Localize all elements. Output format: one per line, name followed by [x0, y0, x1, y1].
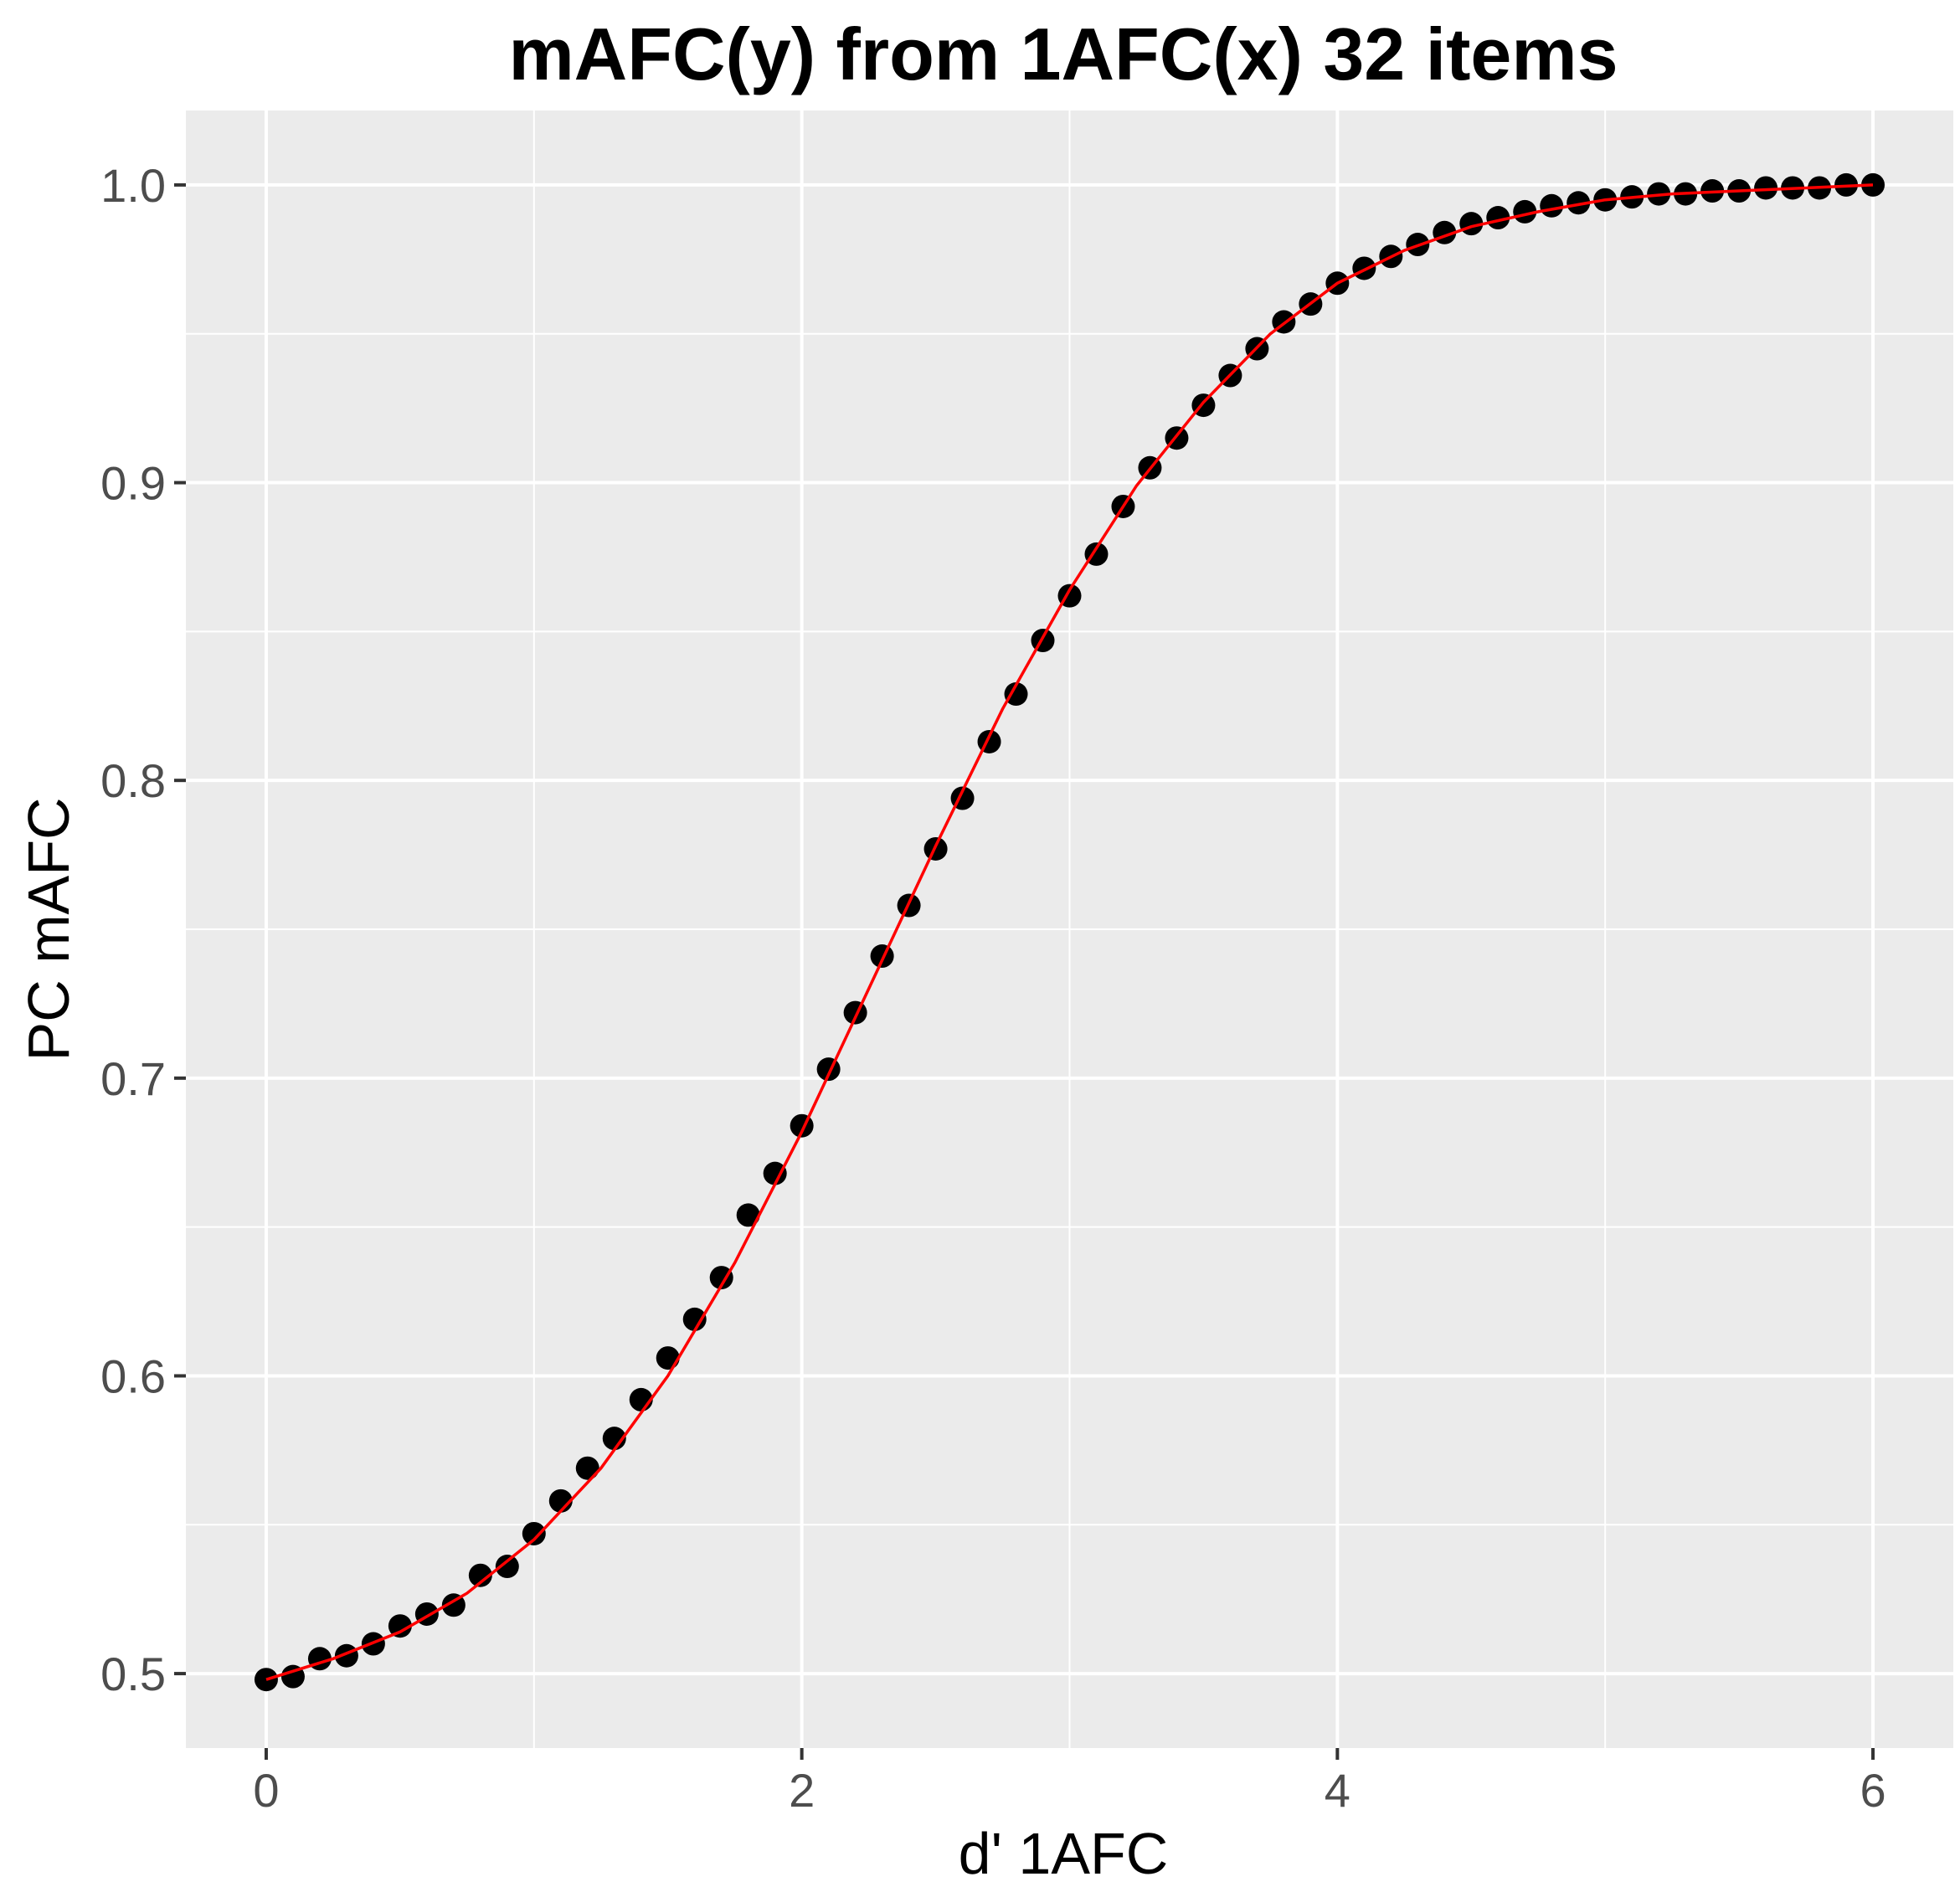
- data-point: [522, 1521, 546, 1545]
- data-point: [468, 1563, 492, 1587]
- y-tick-label: 1.0: [100, 159, 166, 212]
- data-point: [602, 1427, 626, 1451]
- y-tick-label: 0.8: [100, 754, 166, 807]
- data-point: [870, 944, 894, 969]
- y-tick-label: 0.7: [100, 1052, 166, 1105]
- data-point: [656, 1346, 680, 1370]
- y-tick-label: 0.9: [100, 457, 166, 510]
- data-point: [1861, 172, 1885, 197]
- x-tick-label: 2: [789, 1764, 815, 1817]
- y-tick-label: 0.6: [100, 1350, 166, 1402]
- axis-ticks: 0 2 4 6 0.5 0.6 0.7 0.8 0.9 1.0: [100, 159, 1885, 1817]
- data-point: [575, 1456, 599, 1480]
- data-point: [709, 1266, 733, 1290]
- chart-title: mAFC(y) from 1AFC(x) 32 items: [508, 13, 1618, 95]
- data-point: [843, 1000, 867, 1025]
- x-axis-title: d' 1AFC: [959, 1821, 1169, 1886]
- data-point: [1540, 193, 1564, 218]
- data-point: [1352, 256, 1376, 280]
- fit-line: [265, 183, 1874, 1681]
- data-point: [1004, 682, 1028, 707]
- data-point: [763, 1161, 787, 1185]
- data-point: [1754, 176, 1778, 200]
- x-tick-label: 0: [253, 1764, 279, 1817]
- data-point: [682, 1307, 707, 1331]
- x-tick-label: 4: [1325, 1764, 1350, 1817]
- data-point: [495, 1555, 519, 1579]
- y-axis-title: PC mAFC: [16, 798, 81, 1062]
- data-point: [388, 1614, 412, 1638]
- fit-line-layer: [265, 183, 1874, 1681]
- data-point: [1486, 206, 1510, 230]
- data-point: [254, 1668, 278, 1692]
- grid-lines: [186, 111, 1953, 1748]
- data-point: [1566, 191, 1591, 215]
- data-point: [1031, 629, 1055, 653]
- data-point: [1513, 199, 1537, 224]
- y-tick-label: 0.5: [100, 1648, 166, 1700]
- x-tick-label: 6: [1860, 1764, 1885, 1817]
- data-point: [736, 1203, 760, 1227]
